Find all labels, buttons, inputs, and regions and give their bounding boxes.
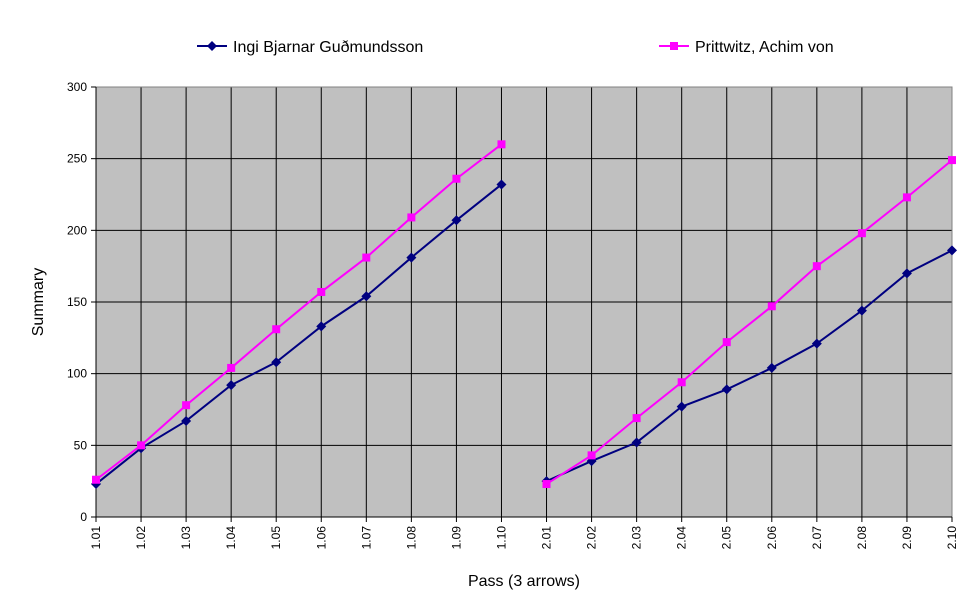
data-point-square xyxy=(227,363,236,372)
y-tick-label: 100 xyxy=(67,367,87,381)
y-tick-label: 150 xyxy=(67,295,87,309)
data-point-square xyxy=(272,325,281,334)
x-tick-label: 1.10 xyxy=(494,526,508,550)
legend-label: Prittwitz, Achim von xyxy=(695,39,834,56)
data-point-diamond xyxy=(721,384,732,395)
data-point-diamond xyxy=(361,291,372,302)
data-point-square xyxy=(677,378,686,387)
data-point-diamond xyxy=(181,415,192,426)
x-tick-label: 2.08 xyxy=(855,526,869,550)
x-tick-label: 2.10 xyxy=(945,526,959,550)
data-point-square xyxy=(857,229,866,238)
x-tick-label: 2.02 xyxy=(585,526,599,550)
x-tick-label: 2.06 xyxy=(765,526,779,550)
data-point-diamond xyxy=(451,215,462,226)
series-line xyxy=(546,249,953,483)
x-tick-label: 2.07 xyxy=(810,526,824,550)
x-tick-label: 1.05 xyxy=(269,526,283,550)
x-tick-label: 1.02 xyxy=(134,526,148,550)
x-tick-label: 2.09 xyxy=(900,526,914,550)
data-point-square xyxy=(92,475,100,484)
data-point-square xyxy=(542,480,551,489)
data-point-square xyxy=(767,302,776,311)
data-point-square xyxy=(137,441,146,450)
y-axis-title: Summary xyxy=(30,268,47,336)
data-point-diamond xyxy=(496,179,507,190)
x-tick-label: 2.01 xyxy=(540,526,554,550)
y-tick-label: 250 xyxy=(67,152,87,166)
x-tick-label: 2.05 xyxy=(720,526,734,550)
data-point-diamond xyxy=(406,252,417,263)
x-tick-label: 1.03 xyxy=(179,526,193,550)
legend-label: Ingi Bjarnar Guðmundsson xyxy=(233,39,423,56)
data-point-diamond xyxy=(766,362,777,373)
y-tick-label: 0 xyxy=(80,510,87,524)
data-point-diamond xyxy=(226,380,237,391)
legend-item: Prittwitz, Achim von xyxy=(659,39,834,56)
data-point-square xyxy=(497,140,506,149)
axes xyxy=(91,86,953,522)
data-point-square xyxy=(587,451,596,460)
x-tick-label: 1.07 xyxy=(359,526,373,550)
legend-item: Ingi Bjarnar Guðmundsson xyxy=(197,39,423,56)
legend-marker-square xyxy=(670,42,678,50)
x-tick-label: 1.09 xyxy=(449,526,463,550)
series-square xyxy=(92,140,956,489)
data-point-square xyxy=(182,401,191,410)
series-line xyxy=(95,183,503,485)
data-point-diamond xyxy=(947,245,957,256)
series-line xyxy=(545,159,953,485)
legend: Ingi Bjarnar Guðmundsson Prittwitz, Achim… xyxy=(197,39,834,56)
data-point-diamond xyxy=(811,338,822,349)
data-point-diamond xyxy=(316,321,327,332)
data-point-diamond xyxy=(631,437,642,448)
data-point-square xyxy=(812,262,821,271)
y-tick-label: 50 xyxy=(74,438,88,452)
series-group xyxy=(91,140,957,490)
x-tick-label: 2.03 xyxy=(630,526,644,550)
data-point-square xyxy=(362,253,371,262)
data-point-square xyxy=(632,414,641,423)
x-tick-label: 1.06 xyxy=(314,526,328,550)
y-tick-labels: 0 50 100 150 200 250 300 xyxy=(67,80,87,524)
legend-marker-diamond xyxy=(207,41,217,51)
x-tick-labels: 1.01 1.02 1.03 1.04 1.05 1.06 1.07 1.08 1.09 1.10… xyxy=(89,526,959,550)
data-point-diamond xyxy=(676,401,687,412)
y-tick-label: 200 xyxy=(67,223,87,237)
data-point-square xyxy=(948,156,956,165)
series-line xyxy=(95,143,503,481)
data-point-square xyxy=(722,338,731,347)
data-point-diamond xyxy=(271,357,282,368)
x-tick-label: 1.08 xyxy=(404,526,418,550)
data-point-square xyxy=(317,287,326,296)
series-diamond xyxy=(91,179,957,490)
x-tick-label: 1.01 xyxy=(89,526,103,550)
x-tick-label: 2.04 xyxy=(675,526,689,550)
data-point-diamond xyxy=(856,305,867,316)
data-point-square xyxy=(902,193,911,202)
data-point-diamond xyxy=(901,268,912,279)
data-point-square xyxy=(407,213,416,222)
y-tick-label: 300 xyxy=(67,80,87,94)
data-point-square xyxy=(452,174,461,183)
x-axis-title: Pass (3 arrows) xyxy=(468,573,580,590)
x-tick-label: 1.04 xyxy=(224,526,238,550)
